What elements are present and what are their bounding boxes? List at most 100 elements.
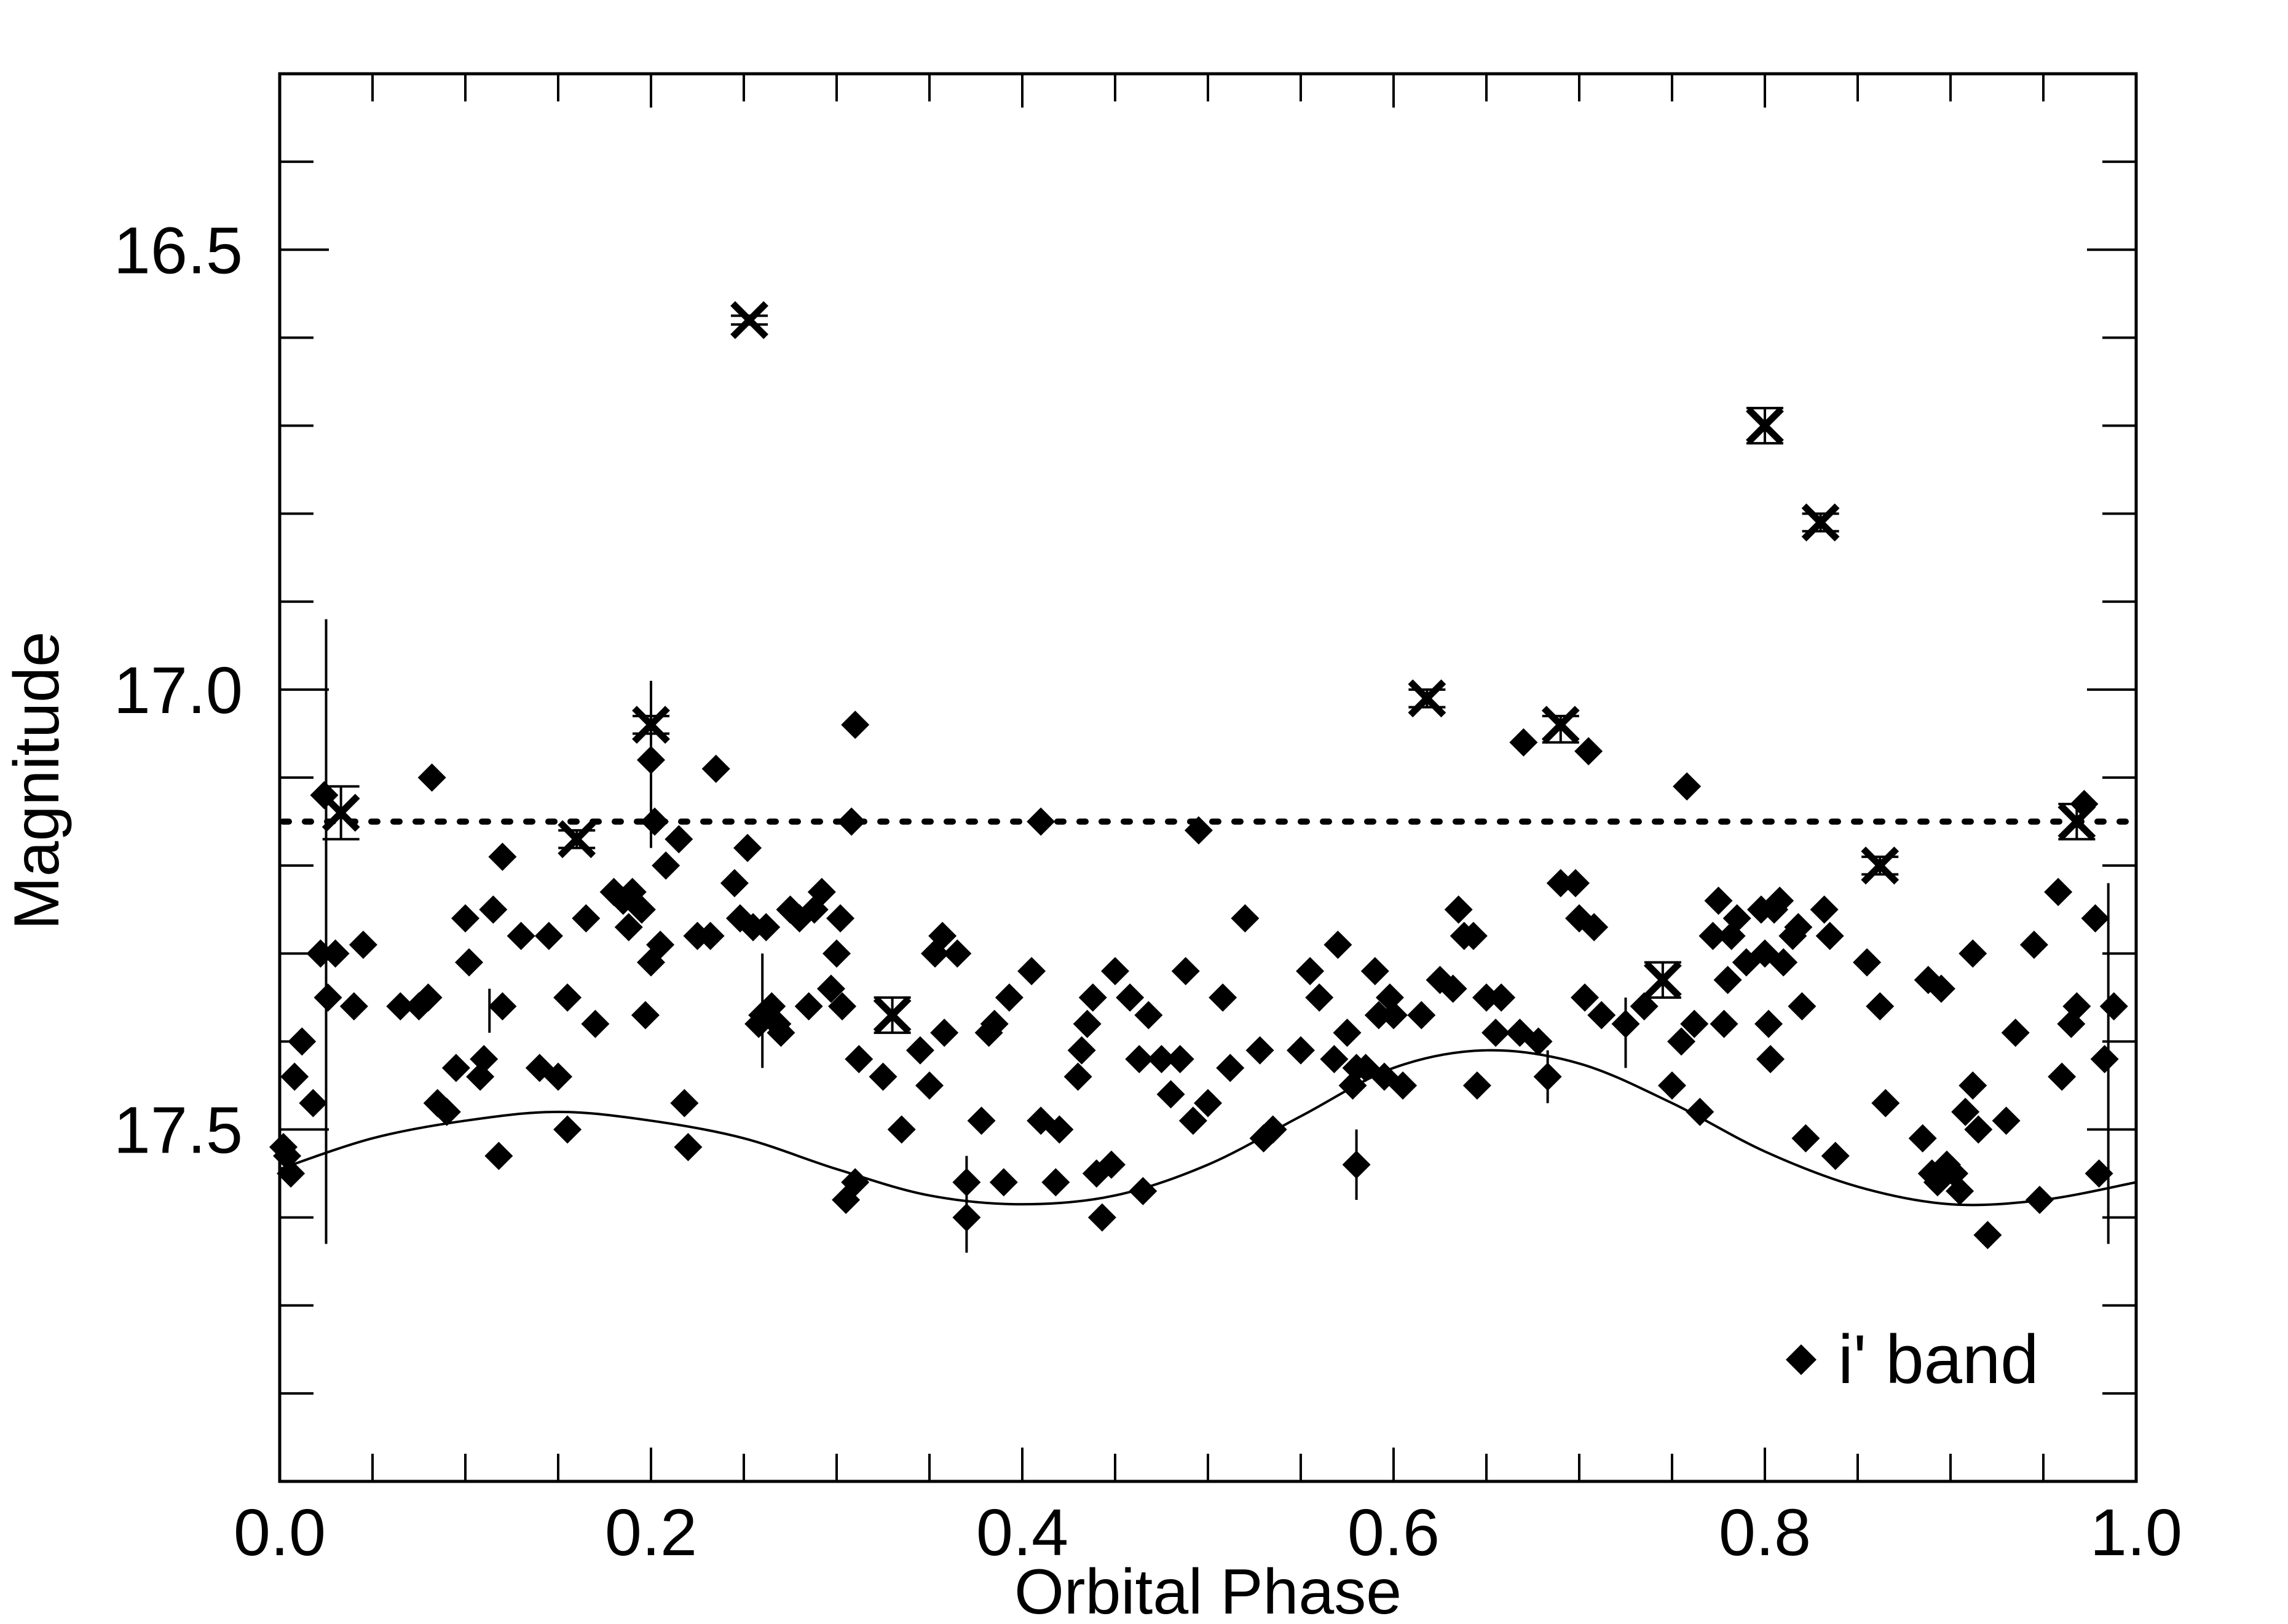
data-point-x <box>873 996 912 1035</box>
y-tick-label: 17.5 <box>114 1093 243 1167</box>
data-point-diamond <box>1171 956 1200 985</box>
data-point-diamond <box>1871 1089 1900 1117</box>
data-point-diamond <box>1533 1062 1562 1091</box>
data-point-diamond <box>665 825 693 854</box>
data-point-x <box>730 301 768 339</box>
data-point-diamond <box>1087 1203 1116 1232</box>
data-point-diamond <box>1407 1001 1436 1030</box>
y-axis-title-group: Magnitude <box>1 631 73 930</box>
data-point-diamond <box>386 992 415 1021</box>
data-point-x <box>1541 706 1580 744</box>
data-point-diamond <box>1129 1177 1158 1205</box>
data-point-diamond <box>1323 930 1352 959</box>
data-point-diamond <box>1667 1027 1696 1056</box>
data-point-diamond <box>627 895 656 924</box>
data-point-diamond <box>2044 878 2073 907</box>
data-point-diamond <box>930 1019 959 1047</box>
data-point-diamond <box>1078 983 1107 1012</box>
data-point-diamond <box>417 763 446 792</box>
data-point-diamond <box>1722 904 1751 932</box>
data-point-diamond <box>1459 921 1488 950</box>
data-point-diamond <box>826 904 855 932</box>
plot-frame <box>278 72 2138 1483</box>
data-point-diamond <box>952 1168 981 1197</box>
data-point-diamond <box>1791 1124 1820 1153</box>
data-point-x <box>632 706 670 744</box>
data-point-x <box>1861 846 1899 885</box>
legend: i' band <box>1786 1321 2039 1398</box>
data-point-diamond <box>1360 956 1389 985</box>
data-point-diamond <box>1815 921 1844 950</box>
data-point-diamond <box>1296 956 1325 985</box>
data-point-diamond <box>1866 992 1895 1021</box>
data-point-diamond <box>1027 807 1055 836</box>
data-point-diamond <box>339 992 368 1021</box>
data-point-diamond <box>1245 1036 1274 1065</box>
data-point-diamond <box>1320 1045 1349 1073</box>
data-point-diamond <box>816 974 845 1003</box>
data-point-diamond <box>1756 1045 1785 1073</box>
data-point-diamond <box>1658 1071 1686 1100</box>
data-point-diamond <box>943 939 972 968</box>
x-tick-label: 0.6 <box>1347 1495 1440 1569</box>
data-point-diamond <box>1364 1001 1393 1030</box>
data-point-diamond <box>989 1168 1018 1197</box>
data-point-diamond <box>967 1106 996 1135</box>
data-point-diamond <box>1487 983 1516 1012</box>
data-point-diamond <box>1462 1071 1491 1100</box>
data-point-diamond <box>1587 1001 1616 1030</box>
data-point-diamond <box>1231 904 1260 932</box>
data-point-diamond <box>2019 930 2048 959</box>
data-point-diamond <box>451 904 479 932</box>
data-point-diamond <box>349 930 377 959</box>
data-point-diamond <box>1379 1001 1408 1030</box>
data-point-diamond <box>1342 1150 1371 1179</box>
data-point-diamond <box>1063 1062 1092 1091</box>
data-point-diamond <box>277 1159 306 1188</box>
data-point-diamond <box>1438 974 1467 1003</box>
data-point-diamond <box>1680 1009 1709 1038</box>
data-point-diamond <box>441 1054 470 1082</box>
x-tick-label: 1.0 <box>2090 1495 2182 1569</box>
data-point-diamond <box>614 913 643 942</box>
data-point-diamond <box>1908 1124 1937 1153</box>
data-point-diamond <box>1713 966 1742 995</box>
data-point-diamond <box>534 921 563 950</box>
data-point-diamond <box>641 807 669 836</box>
data-point-diamond <box>794 992 823 1021</box>
x-tick-label: 0.2 <box>605 1495 697 1569</box>
model-curve <box>279 1049 2137 1207</box>
data-point-diamond <box>1710 1009 1738 1038</box>
data-point-diamond <box>321 939 350 968</box>
data-point-x <box>1644 961 1682 999</box>
data-point-diamond <box>752 913 781 942</box>
data-point-diamond <box>299 1089 328 1117</box>
data-point-diamond <box>479 895 508 924</box>
data-point-diamond <box>1184 816 1213 845</box>
data-point-diamond <box>733 834 762 862</box>
data-point-diamond <box>1472 983 1501 1012</box>
data-point-diamond <box>1333 1019 1362 1047</box>
x-tick-label: 0.8 <box>1719 1495 1811 1569</box>
data-point-diamond <box>1258 1115 1287 1144</box>
data-point-diamond <box>652 851 680 880</box>
data-point-diamond <box>646 930 675 959</box>
data-point-diamond <box>470 1045 499 1073</box>
data-point-diamond <box>2062 992 2091 1021</box>
data-point-diamond <box>553 1115 582 1144</box>
data-point-diamond <box>1784 913 1813 942</box>
data-point-diamond <box>1927 974 1955 1003</box>
data-point-diamond <box>1524 1027 1553 1056</box>
data-point-diamond <box>2085 1159 2113 1188</box>
data-point-diamond <box>1125 1045 1154 1073</box>
data-point-diamond <box>2081 904 2110 932</box>
data-point-diamond <box>507 921 535 950</box>
data-point-diamond <box>1561 869 1590 897</box>
data-point-diamond <box>1546 869 1575 897</box>
data-point-diamond <box>631 1001 660 1030</box>
data-point-diamond <box>572 904 601 932</box>
data-point-diamond <box>1810 895 1839 924</box>
data-point-x <box>2057 802 2096 841</box>
data-point-diamond <box>1209 983 1237 1012</box>
